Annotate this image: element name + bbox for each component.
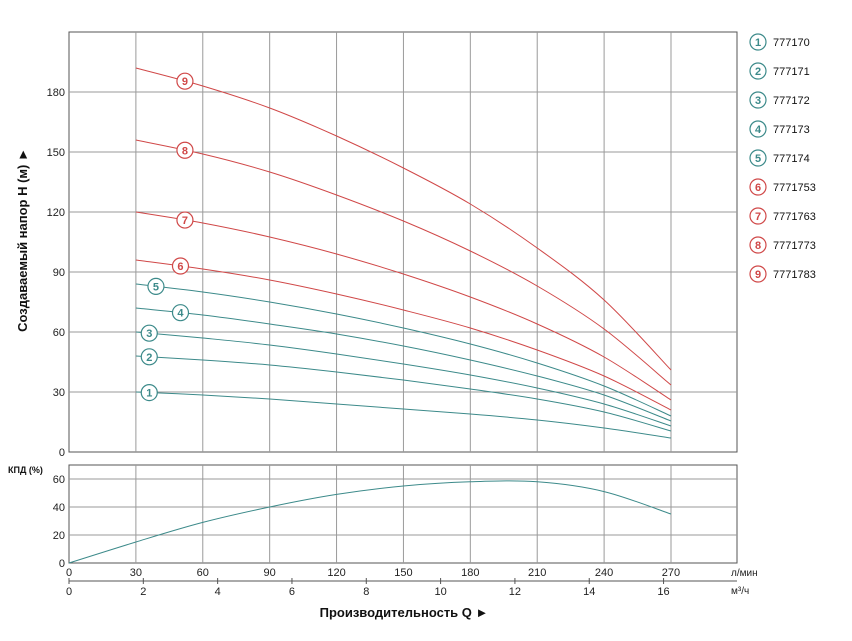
- x-tick-label-m3h: 14: [583, 586, 595, 598]
- x-tick-label-lpm: 270: [662, 567, 680, 579]
- efficiency-axis-label: КПД (%): [8, 465, 43, 475]
- x-tick-label-lpm: 90: [264, 567, 276, 579]
- x-tick-label-lpm: 240: [595, 567, 613, 579]
- head-curve-1: [135, 391, 672, 439]
- y-axis-label: Создаваемый напор H (м) ►: [15, 148, 30, 332]
- legend-marker-7: [749, 207, 767, 225]
- head-curve-5: [135, 283, 672, 417]
- legend-marker-1: [749, 33, 767, 51]
- y-tick-label: 30: [53, 387, 65, 399]
- legend-marker-label-8: 8: [755, 240, 761, 252]
- legend-marker-2: [749, 62, 767, 80]
- x-tick-label-lpm: 30: [130, 567, 142, 579]
- legend-label-7: 7771763: [773, 211, 816, 223]
- legend-marker-label-7: 7: [755, 211, 761, 223]
- curve-marker-4: [171, 304, 190, 322]
- efficiency-line: [68, 480, 672, 564]
- x-tick-label-m3h: 6: [289, 586, 295, 598]
- legend-label-2: 777171: [773, 66, 810, 78]
- head-curve-9: [135, 67, 672, 371]
- legend-label-9: 7771783: [773, 269, 816, 281]
- legend-marker-label-5: 5: [755, 153, 761, 165]
- efficiency-y-tick-label: 40: [53, 502, 65, 514]
- x-unit-m3h: м³/ч: [731, 586, 749, 597]
- legend-label-4: 777173: [773, 124, 810, 136]
- x-tick-label-lpm: 60: [197, 567, 209, 579]
- head-curve-8: [135, 139, 672, 386]
- legend-marker-6: [749, 178, 767, 196]
- head-curve-2: [135, 355, 672, 432]
- legend-marker-label-9: 9: [755, 269, 761, 281]
- x-tick-label-m3h: 0: [66, 586, 72, 598]
- x-tick-label-lpm: 0: [66, 567, 72, 579]
- legend-marker-9: [749, 265, 767, 283]
- head-curve-7: [135, 211, 672, 401]
- curve-marker-6: [171, 257, 190, 275]
- legend-marker-5: [749, 149, 767, 167]
- curve-marker-label-2: 2: [146, 352, 152, 364]
- x-tick-label-m3h: 8: [363, 586, 369, 598]
- curve-marker-1: [140, 384, 158, 402]
- curve-marker-5: [147, 277, 165, 295]
- y-tick-label: 120: [47, 207, 65, 219]
- curve-marker-9: [176, 72, 194, 90]
- x-tick-label-lpm: 210: [528, 567, 546, 579]
- x-tick-label-lpm: 180: [461, 567, 479, 579]
- efficiency-curve: [68, 480, 672, 564]
- curve-marker-3: [140, 324, 158, 342]
- curve-marker-2: [140, 348, 158, 366]
- legend-label-3: 777172: [773, 95, 810, 107]
- x-unit-lpm: л/мин: [731, 568, 758, 579]
- legend-label-6: 7771753: [773, 182, 816, 194]
- x-axis-label: Производительность Q ►: [320, 605, 489, 620]
- efficiency-chart-grid: [68, 464, 738, 564]
- y-tick-label: 150: [47, 147, 65, 159]
- efficiency-y-tick-label: 20: [53, 530, 65, 542]
- x-tick-label-m3h: 16: [657, 586, 669, 598]
- y-tick-label: 180: [47, 87, 65, 99]
- curve-marker-8: [176, 141, 194, 159]
- legend-label-8: 7771773: [773, 240, 816, 252]
- head-curve-4: [135, 307, 672, 422]
- legend-label-1: 777170: [773, 37, 810, 49]
- curve-marker-label-1: 1: [146, 388, 152, 400]
- efficiency-y-tick-label: 60: [53, 474, 65, 486]
- legend-marker-label-2: 2: [755, 66, 761, 78]
- curve-marker-label-5: 5: [153, 281, 159, 293]
- head-chart-grid: [68, 31, 738, 453]
- legend: 1 777170 2 777171 3 777172 4 777173 5 777174 6 7771…: [749, 33, 816, 283]
- head-curve-6: [135, 259, 672, 411]
- head-curve-3: [135, 331, 672, 427]
- curve-markers: 1 2 3 4 5 6 7 8 9: [140, 72, 194, 402]
- curve-marker-7: [176, 211, 194, 229]
- legend-marker-4: [749, 120, 767, 138]
- x-tick-label-lpm: 120: [327, 567, 345, 579]
- y-tick-label: 60: [53, 327, 65, 339]
- legend-label-5: 777174: [773, 153, 810, 165]
- legend-marker-label-6: 6: [755, 182, 761, 194]
- legend-marker-label-4: 4: [755, 124, 762, 136]
- x-tick-label-m3h: 2: [140, 586, 146, 598]
- curve-marker-label-7: 7: [182, 215, 188, 227]
- x-tick-label-lpm: 150: [394, 567, 412, 579]
- legend-marker-8: [749, 236, 767, 254]
- curve-marker-label-9: 9: [182, 76, 188, 88]
- head-curves: [135, 67, 672, 439]
- efficiency-y-tick-label: 0: [59, 558, 65, 570]
- x-tick-label-m3h: 10: [434, 586, 446, 598]
- x-tick-label-m3h: 12: [509, 586, 521, 598]
- curve-marker-label-4: 4: [177, 308, 184, 320]
- curve-marker-label-3: 3: [146, 328, 152, 340]
- legend-marker-3: [749, 91, 767, 109]
- y-tick-label: 0: [59, 447, 65, 459]
- y-tick-label: 90: [53, 267, 65, 279]
- x-tick-label-m3h: 4: [215, 586, 221, 598]
- curve-marker-label-6: 6: [177, 261, 183, 273]
- legend-marker-label-3: 3: [755, 95, 761, 107]
- legend-marker-label-1: 1: [755, 37, 761, 49]
- curve-marker-label-8: 8: [182, 145, 188, 157]
